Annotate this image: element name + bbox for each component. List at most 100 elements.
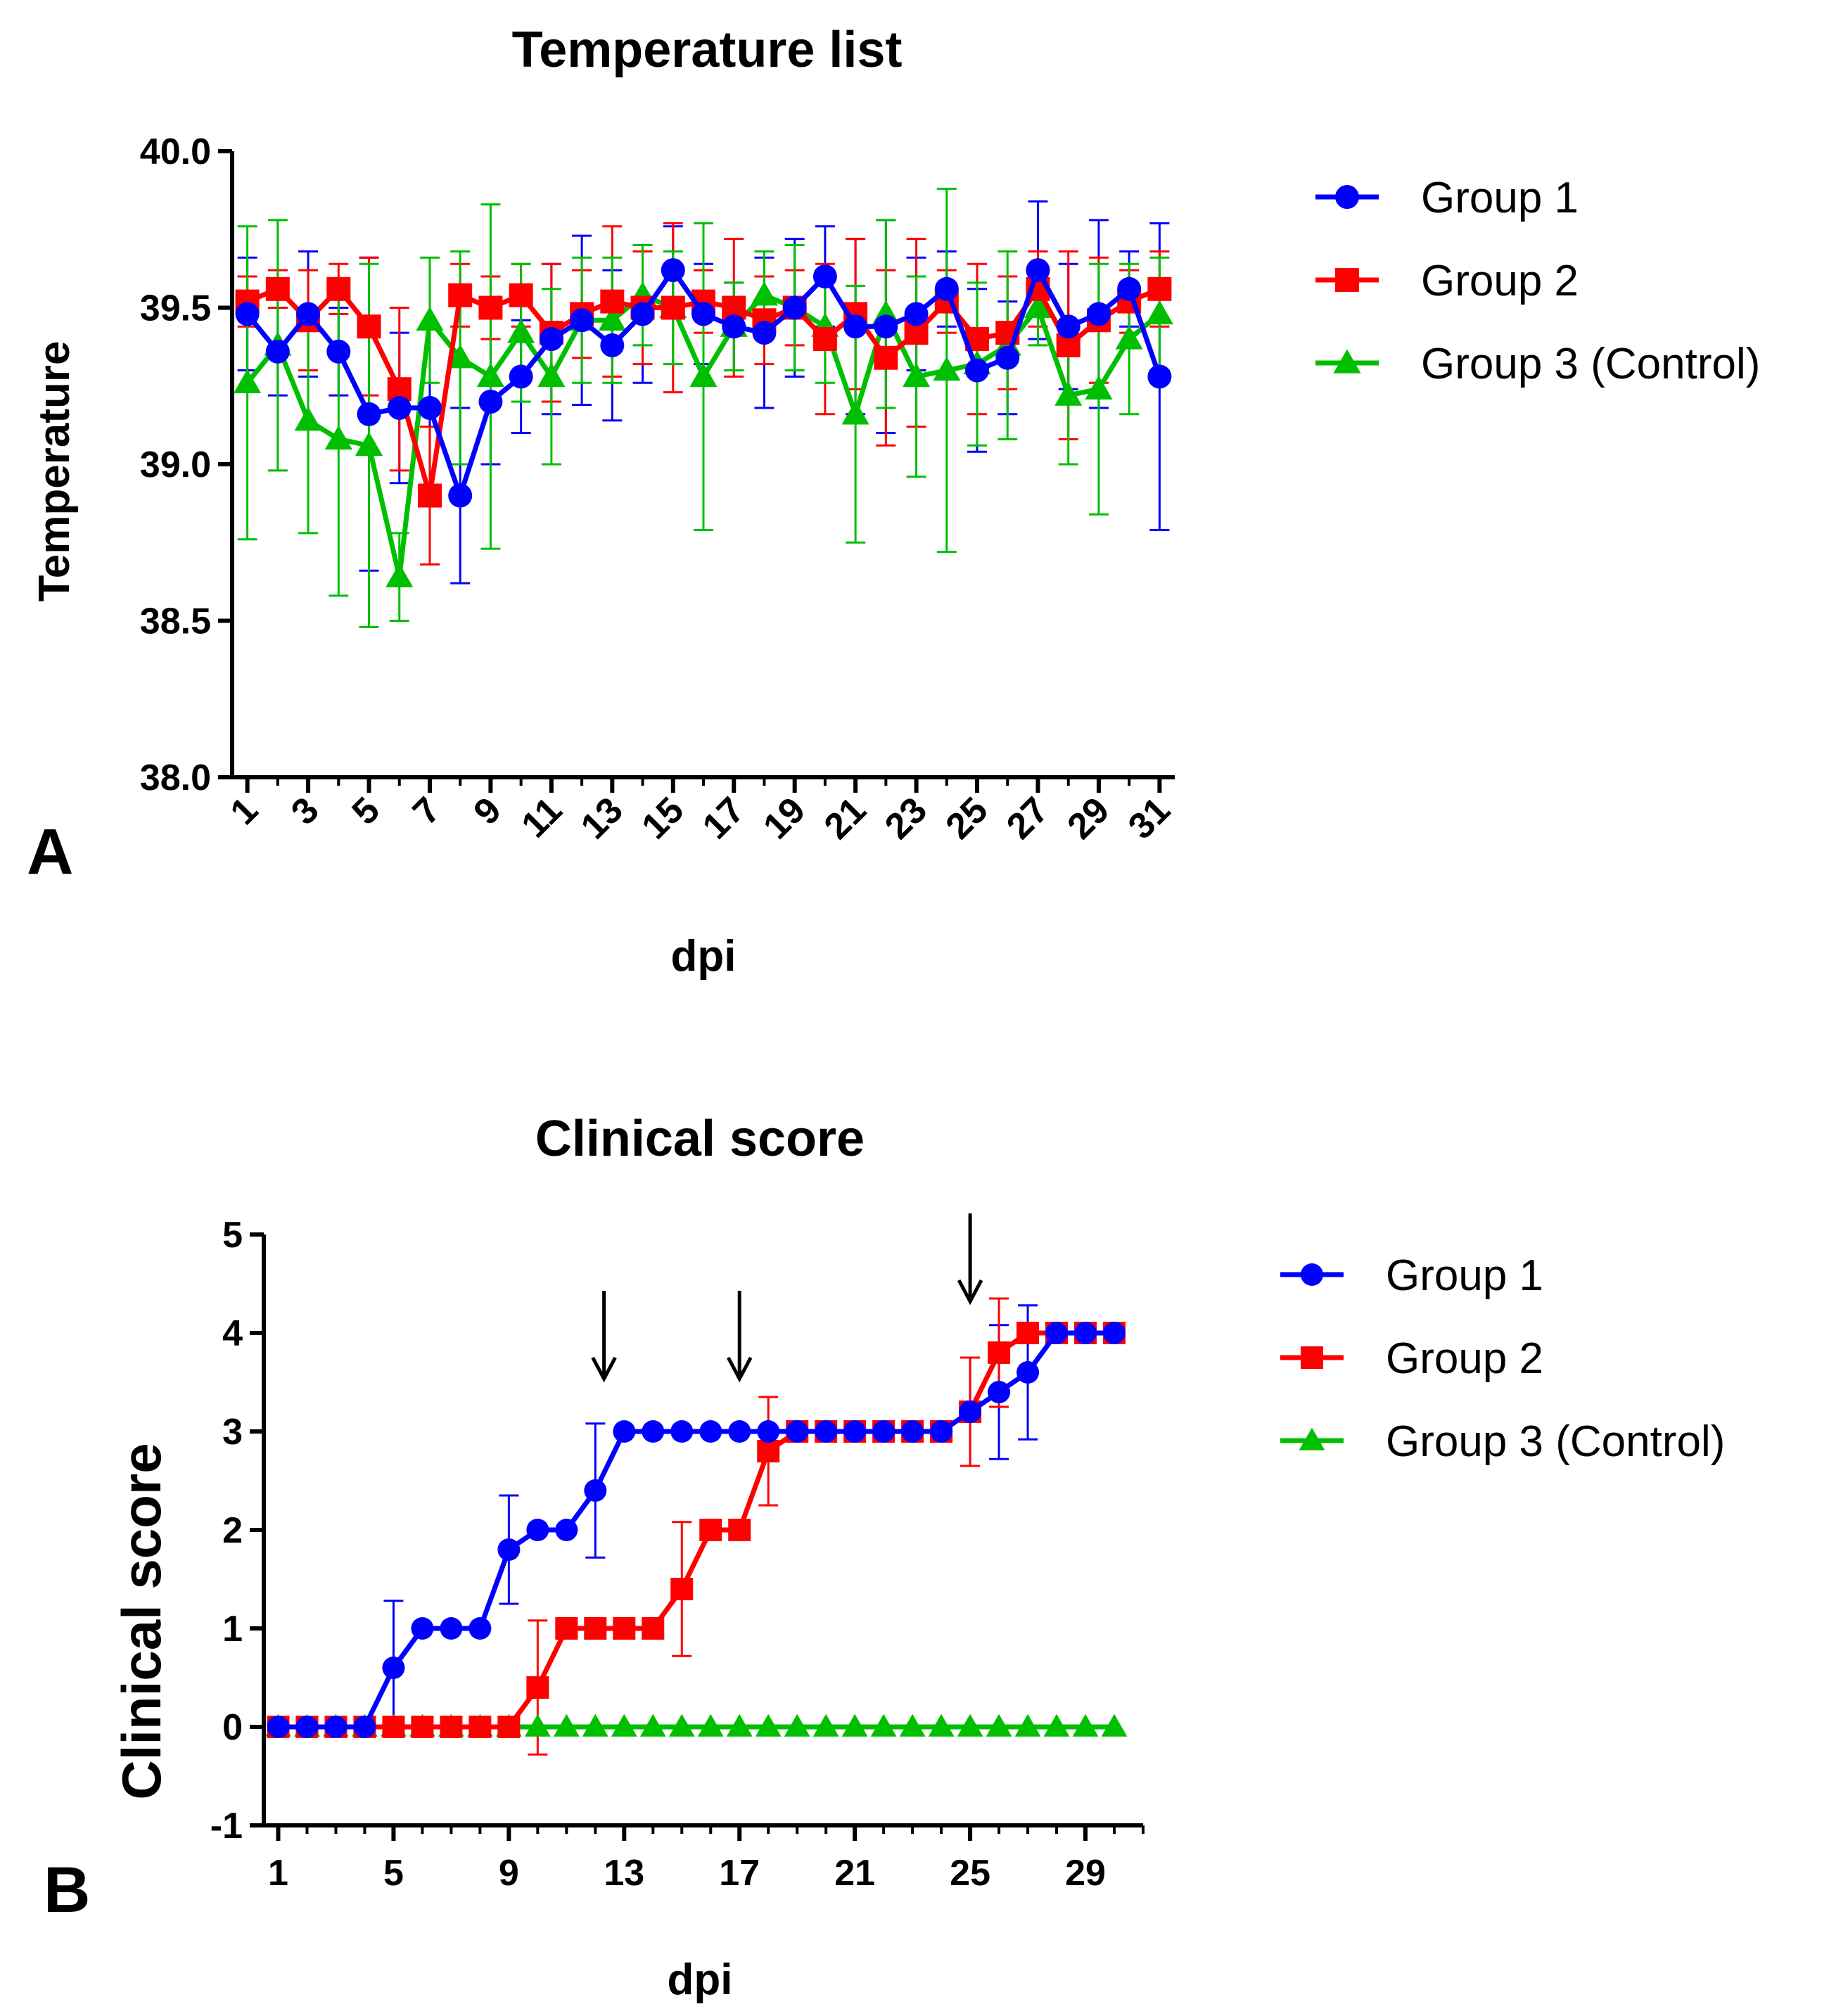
data-point-group-3 xyxy=(1014,1714,1041,1737)
data-point-group-1 xyxy=(642,1420,665,1443)
data-point-group-1 xyxy=(265,339,290,364)
y-tick-label: 40.0 xyxy=(140,132,211,172)
y-tick-label: 3 xyxy=(222,1412,243,1453)
x-tick-label: 29 xyxy=(1065,1853,1106,1894)
data-point-group-1 xyxy=(757,1420,780,1443)
annotation-arrow-head xyxy=(957,1279,983,1306)
data-point-group-3 xyxy=(598,306,626,331)
legend-marker xyxy=(1335,185,1359,209)
data-point-group-3 xyxy=(841,1714,868,1737)
data-point-group-3 xyxy=(1101,1714,1128,1737)
data-point-group-1 xyxy=(722,314,746,339)
data-point-group-1 xyxy=(815,1420,838,1443)
y-tick-label: 38.5 xyxy=(140,601,211,642)
y-tick-label: 39.5 xyxy=(140,288,211,329)
data-point-group-1 xyxy=(782,295,807,320)
data-point-group-2 xyxy=(357,314,381,339)
data-point-group-3 xyxy=(668,1714,695,1737)
data-point-group-1 xyxy=(904,302,929,326)
data-point-group-1 xyxy=(539,327,563,351)
data-point-group-2 xyxy=(584,1617,607,1640)
data-point-group-1 xyxy=(235,302,260,326)
data-point-group-1 xyxy=(786,1420,809,1443)
y-tick-label: 0 xyxy=(222,1707,243,1748)
data-point-group-1 xyxy=(965,358,990,383)
x-tick-label: 9 xyxy=(466,789,509,832)
annotation-arrow-head xyxy=(727,1356,753,1383)
data-point-group-1 xyxy=(661,258,685,283)
y-tick-label: 38.0 xyxy=(140,758,211,798)
data-point-group-1 xyxy=(1045,1322,1069,1344)
data-point-group-1 xyxy=(691,302,715,326)
x-tick-label: 31 xyxy=(1121,789,1178,847)
data-point-group-2 xyxy=(509,283,533,307)
y-tick-label: 39.0 xyxy=(140,445,211,485)
data-point-group-3 xyxy=(1024,293,1052,319)
data-point-group-3 xyxy=(899,1714,926,1737)
data-point-group-3 xyxy=(928,1714,955,1737)
x-tick-label: 17 xyxy=(719,1853,760,1894)
data-point-group-3 xyxy=(537,362,566,388)
data-point-group-2 xyxy=(417,483,442,508)
data-point-group-2 xyxy=(988,1341,1011,1364)
data-point-group-3 xyxy=(507,319,535,343)
data-point-group-1 xyxy=(353,1716,376,1738)
data-point-group-1 xyxy=(497,1538,521,1561)
x-tick-label: 25 xyxy=(950,1853,990,1894)
clinical-score-chart: Clinical score Clinical score dpi B -1 0 1… xyxy=(44,1111,1725,2004)
data-point-group-3 xyxy=(933,356,961,381)
x-tick-label: 29 xyxy=(1060,789,1118,847)
data-point-group-1 xyxy=(509,364,533,389)
x-tick-label: 15 xyxy=(634,789,691,847)
data-point-group-2 xyxy=(468,1716,492,1738)
legend-label: Group 1 xyxy=(1421,174,1579,222)
data-point-group-3 xyxy=(841,400,869,425)
data-point-group-3 xyxy=(1085,375,1113,400)
data-point-group-3 xyxy=(1054,381,1083,406)
annotation-arrow-head xyxy=(591,1356,617,1383)
data-point-group-3 xyxy=(870,1714,897,1737)
data-point-group-3 xyxy=(524,1714,551,1737)
data-point-group-3 xyxy=(726,1714,753,1737)
data-point-group-1 xyxy=(901,1420,924,1443)
data-point-group-3 xyxy=(294,407,322,431)
data-point-group-3 xyxy=(355,431,383,456)
data-point-group-3 xyxy=(812,1714,839,1737)
legend-marker xyxy=(1333,349,1361,374)
data-point-group-2 xyxy=(382,1716,405,1738)
x-tick-label: 1 xyxy=(223,789,266,832)
data-point-group-1 xyxy=(570,308,594,333)
data-point-group-3 xyxy=(755,1714,782,1737)
data-point-group-1 xyxy=(600,333,625,357)
data-point-group-3 xyxy=(1043,1714,1070,1737)
data-point-group-2 xyxy=(728,1519,751,1541)
data-point-group-2 xyxy=(326,276,351,301)
data-point-group-2 xyxy=(757,1440,780,1462)
data-point-group-2 xyxy=(812,327,837,351)
panel-a-label: A xyxy=(27,816,73,888)
data-point-group-1 xyxy=(630,302,655,326)
data-point-group-1 xyxy=(1016,1361,1040,1384)
data-point-group-2 xyxy=(699,1519,722,1541)
chart-a-title: Temperature list xyxy=(512,22,903,78)
chart-a-ticks: 38.038.539.039.540.01 3 5 7 9 11 13 15 17 19 21 23 2… xyxy=(140,132,1178,847)
data-point-group-1 xyxy=(468,1617,492,1640)
legend-label: Group 2 xyxy=(1421,257,1579,305)
data-point-group-1 xyxy=(959,1401,982,1423)
data-point-group-2 xyxy=(497,1716,521,1738)
chart-b-ylabel: Clinical score xyxy=(110,1443,172,1799)
data-point-group-1 xyxy=(1026,258,1050,283)
data-point-group-3 xyxy=(582,1714,608,1737)
data-point-group-1 xyxy=(478,390,503,414)
y-tick-label: 4 xyxy=(222,1313,243,1354)
data-point-group-1 xyxy=(995,345,1020,370)
data-point-group-1 xyxy=(934,276,959,301)
data-point-group-1 xyxy=(988,1381,1011,1403)
data-point-group-2 xyxy=(1016,1322,1040,1344)
legend-marker xyxy=(1299,1427,1325,1450)
data-point-group-1 xyxy=(387,395,412,420)
y-tick-label: -1 xyxy=(210,1806,243,1846)
x-tick-label: 13 xyxy=(573,789,631,847)
data-point-group-3 xyxy=(957,1714,983,1737)
